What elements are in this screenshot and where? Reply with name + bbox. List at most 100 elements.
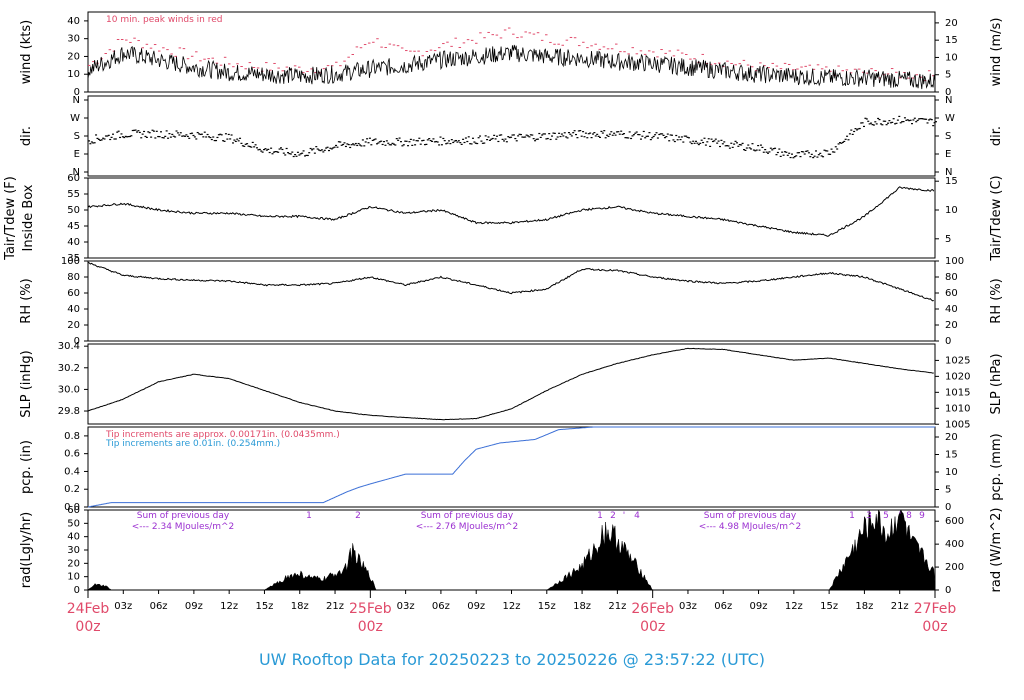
tick-label-right: 0 [945,585,951,596]
tick-label-left: 80 [67,272,80,283]
tick-label-left: 30.2 [58,363,80,374]
tick-label-right: 10 [945,52,958,63]
tick-label-left: 40 [67,16,80,27]
sum-label: Sum of previous day [704,511,797,521]
ylabel-right: dir. [989,126,1004,146]
sum-label: Sum of previous day [137,511,230,521]
x-hour-label: 03z [114,601,132,612]
tick-label-left: 50 [67,518,80,529]
tick-label-right: 100 [945,256,964,267]
peak-marker: 2 [610,511,616,521]
tick-label-left: 0.0 [64,502,80,513]
x-day-label: 27Feb [914,601,957,617]
sum-label: Sum of previous day [421,511,514,521]
ylabel-right: pcp. (mm) [989,433,1004,500]
tick-label-left: 10 [67,69,80,80]
x-day-label: 26Feb [631,601,674,617]
panel-frame [87,95,936,177]
tick-label-right: 1005 [945,419,970,430]
panel-pcp: pcp. (in) pcp. (mm) 0.0 0.2 0.4 0.6 0.8 0 5 10 15 2… [19,426,1004,513]
tick-label-right: W [945,113,955,124]
sum-value: <--- 2.76 MJoules/m^2 [416,522,518,532]
panel-frame [87,177,936,259]
panel-temp: Tair/Tdew (F) Inside Box Tair/Tdew (C) 35 40… [3,173,1004,264]
tick-label-right: 5 [945,485,951,496]
tick-label-left: 40 [67,237,80,248]
ylabel-left: rad(Lgly/hr) [19,512,34,588]
x-day-sub-label: 00z [640,619,665,635]
x-hour-label: 12z [503,601,521,612]
x-hour-label: 03z [679,601,697,612]
peak-marker: 1 [849,511,855,521]
rh-line [87,261,934,302]
x-day-label: 25Feb [349,601,392,617]
ylabel-left: dir. [19,126,34,146]
tick-label-right: 15 [945,35,958,46]
x-axis: 24Feb 00z 25Feb 00z 26Feb 00z 27Feb 00z 03z 06z 09… [67,590,957,635]
x-hour-label: 21z [608,601,626,612]
tick-label-right: S [945,131,951,142]
tick-label-right: 80 [945,272,958,283]
tick-label-left: 50 [67,205,80,216]
panel-frame [87,260,936,342]
x-hour-label: 06z [150,601,168,612]
tick-label-left: 60 [67,288,80,299]
ylabel-right: rad (W/m^2) [989,508,1004,593]
x-hour-label: 12z [220,601,238,612]
tick-label-left: 29.8 [58,406,80,417]
pcp-note-tip: Tip increments are 0.01in. (0.254mm.) [105,439,280,449]
tick-label-left: 100 [61,256,80,267]
tick-label-right: 20 [945,432,958,443]
tick-label-left: N [73,95,80,106]
peak-marker: ' [899,511,901,521]
tick-label-left: S [74,131,80,142]
tick-label-right: 20 [945,320,958,331]
x-hour-label: 09z [467,601,485,612]
panel-frame [87,343,936,425]
panel-slp: SLP (inHg) SLP (hPa) 29.8 30.0 30.2 30.4 1005 1… [19,341,1004,430]
tick-label-right: 400 [945,539,964,550]
x-hour-label: 12z [785,601,803,612]
panel-rh: RH (%) RH (%) 0 20 40 60 80 100 0 20 40 60 80 100 [19,256,1004,347]
sum-value: <--- 2.34 MJoules/m^2 [132,522,234,532]
chart-title: UW Rooftop Data for 20250223 to 20250226… [259,650,765,669]
ylabel-left: pcp. (in) [19,440,34,494]
tick-label-right: 0 [945,336,951,347]
peak-marker: 1 [597,511,603,521]
x-day-sub-label: 00z [75,619,100,635]
wind-annotation: 10 min. peak winds in red [106,15,223,25]
tick-label-left: 60 [67,505,80,516]
tick-label-left: 0 [74,87,80,98]
tair-line [87,186,935,237]
tick-label-right: 600 [945,516,964,527]
x-hour-label: 21z [891,601,909,612]
peak-marker: 9 [919,511,925,521]
tick-label-left: 30.0 [58,384,80,395]
tick-label-right: 1020 [945,371,970,382]
tick-label-right: 60 [945,288,958,299]
tick-label-right: 40 [945,304,958,315]
tick-label-left: E [74,149,80,160]
x-hour-label: 03z [397,601,415,612]
slp-line [87,347,934,421]
tick-label-right: 1010 [945,403,970,414]
tick-label-left: 0.2 [64,484,80,495]
x-day-sub-label: 00z [922,619,947,635]
sum-value: <--- 4.98 MJoules/m^2 [699,522,801,532]
peak-marker: 5 [883,511,889,521]
x-hour-label: 18z [855,601,873,612]
x-hour-label: 15z [538,601,556,612]
peak-marker: 2 [355,511,361,521]
x-hour-label: 06z [714,601,732,612]
pcp-line [87,426,935,508]
x-hour-label: 15z [820,601,838,612]
tick-label-right: 1025 [945,355,970,366]
ylabel-right: Tair/Tdew (C) [989,175,1004,261]
panel-rad: rad(Lgly/hr) rad (W/m^2)01020304050600200… [19,505,1004,596]
x-day-label: 24Feb [67,601,110,617]
ylabel-left: RH (%) [19,278,34,323]
tick-label-left: 20 [67,51,80,62]
peak-marker: 3 [866,511,872,521]
tick-label-right: 10 [945,205,958,216]
